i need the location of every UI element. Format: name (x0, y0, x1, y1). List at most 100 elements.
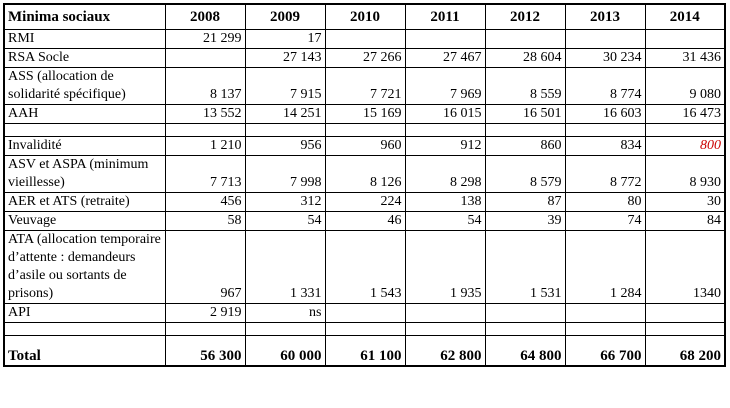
header-row: Minima sociaux 2008 2009 2010 2011 2012 … (3, 3, 726, 30)
table-cell: 13 552 (164, 104, 246, 124)
table-cell: 80 (564, 192, 646, 212)
table-cell: 967 (164, 230, 246, 304)
table-cell: 15 169 (324, 104, 406, 124)
table-cell (324, 303, 406, 323)
table-row-aah: AAH 13 552 14 251 15 169 16 015 16 501 1… (3, 104, 726, 124)
header-year: 2014 (644, 3, 726, 30)
table-cell: 84 (644, 211, 726, 231)
table-cell: 312 (244, 192, 326, 212)
row-label: RMI (3, 29, 166, 49)
table-cell: 16 015 (404, 104, 486, 124)
table-row-invalidite: Invalidité 1 210 956 960 912 860 834 800 (3, 136, 726, 156)
table-cell: 17 (244, 29, 326, 49)
table-cell (484, 303, 566, 323)
header-year: 2008 (164, 3, 246, 30)
table-cell: ns (244, 303, 326, 323)
table-cell: 31 436 (644, 48, 726, 68)
table-cell: 956 (244, 136, 326, 156)
table-row-ata: ATA (allocation temporaire d’attente : d… (3, 230, 726, 304)
table-cell: 2 919 (164, 303, 246, 323)
table-cell: 8 298 (404, 155, 486, 193)
table-cell: 87 (484, 192, 566, 212)
table-row-ass: ASS (allocation de solidarité spécifique… (3, 67, 726, 105)
table-cell: 14 251 (244, 104, 326, 124)
table-cell: 1 210 (164, 136, 246, 156)
table-cell-highlight: 800 (644, 136, 726, 156)
table-cell: 8 774 (564, 67, 646, 105)
table-cell: 1 935 (404, 230, 486, 304)
table-cell: 912 (404, 136, 486, 156)
table-row-asv-aspa: ASV et ASPA (minimum vieillesse) 7 713 7… (3, 155, 726, 193)
table-cell: 16 473 (644, 104, 726, 124)
table-cell (164, 48, 246, 68)
total-cell: 62 800 (404, 335, 486, 367)
table-row-veuvage: Veuvage 58 54 46 54 39 74 84 (3, 211, 726, 231)
header-label: Minima sociaux (3, 3, 166, 30)
table-cell: 7 915 (244, 67, 326, 105)
row-label: RSA Socle (3, 48, 166, 68)
table-cell: 1340 (644, 230, 726, 304)
spacer-row (3, 322, 726, 336)
row-label: ATA (allocation temporaire d’attente : d… (3, 230, 166, 304)
total-cell: 68 200 (644, 335, 726, 367)
table-cell: 27 467 (404, 48, 486, 68)
table-cell (564, 29, 646, 49)
table-cell: 8 579 (484, 155, 566, 193)
row-label: ASS (allocation de solidarité spécifique… (3, 67, 166, 105)
table-cell (324, 29, 406, 49)
table-cell: 1 331 (244, 230, 326, 304)
table-cell: 7 969 (404, 67, 486, 105)
header-year: 2012 (484, 3, 566, 30)
table-cell: 1 531 (484, 230, 566, 304)
table-cell: 58 (164, 211, 246, 231)
table-row-api: API 2 919 ns (3, 303, 726, 323)
total-cell: 60 000 (244, 335, 326, 367)
row-label: ASV et ASPA (minimum vieillesse) (3, 155, 166, 193)
table-cell: 860 (484, 136, 566, 156)
total-cell: 56 300 (164, 335, 246, 367)
total-label: Total (3, 335, 166, 367)
total-cell: 64 800 (484, 335, 566, 367)
table-cell: 16 603 (564, 104, 646, 124)
header-year: 2011 (404, 3, 486, 30)
table-cell: 54 (244, 211, 326, 231)
table-cell: 39 (484, 211, 566, 231)
table-cell: 960 (324, 136, 406, 156)
table-cell: 224 (324, 192, 406, 212)
table-row-rsa: RSA Socle 27 143 27 266 27 467 28 604 30… (3, 48, 726, 68)
header-year: 2010 (324, 3, 406, 30)
table-cell: 456 (164, 192, 246, 212)
table-cell: 30 234 (564, 48, 646, 68)
table-cell: 8 126 (324, 155, 406, 193)
table-cell: 16 501 (484, 104, 566, 124)
table-cell (644, 303, 726, 323)
row-label: Veuvage (3, 211, 166, 231)
row-label: Invalidité (3, 136, 166, 156)
table-cell: 21 299 (164, 29, 246, 49)
table-cell: 30 (644, 192, 726, 212)
table-cell: 7 998 (244, 155, 326, 193)
table-cell: 27 266 (324, 48, 406, 68)
table-cell (404, 29, 486, 49)
table-cell: 9 080 (644, 67, 726, 105)
table-row-total: Total 56 300 60 000 61 100 62 800 64 800… (3, 335, 726, 367)
row-label: AER et ATS (retraite) (3, 192, 166, 212)
table-cell: 8 772 (564, 155, 646, 193)
table-cell (404, 303, 486, 323)
row-label: AAH (3, 104, 166, 124)
table-cell: 27 143 (244, 48, 326, 68)
table-cell: 8 137 (164, 67, 246, 105)
table-cell: 7 721 (324, 67, 406, 105)
row-label: API (3, 303, 166, 323)
total-cell: 61 100 (324, 335, 406, 367)
table-cell: 46 (324, 211, 406, 231)
table-cell: 8 559 (484, 67, 566, 105)
table-row-rmi: RMI 21 299 17 (3, 29, 726, 49)
table-cell: 7 713 (164, 155, 246, 193)
header-year: 2009 (244, 3, 326, 30)
table-cell: 1 543 (324, 230, 406, 304)
table-cell: 138 (404, 192, 486, 212)
table-cell: 834 (564, 136, 646, 156)
total-cell: 66 700 (564, 335, 646, 367)
table-cell: 8 930 (644, 155, 726, 193)
